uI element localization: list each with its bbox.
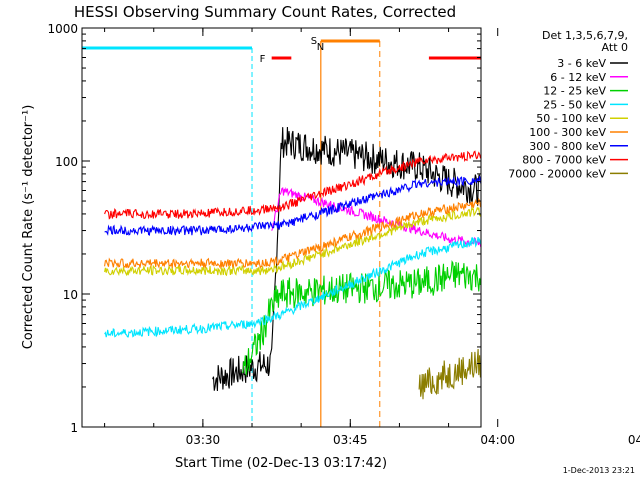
legend-label-5: 100 - 300 keV [529,126,606,139]
legend-title-line-1: Att 0 [602,41,628,54]
x-tick-label-0: 03:30 [186,433,221,447]
plot-frame [81,27,482,428]
y-axis-label: Corrected Count Rate (s⁻¹ detector⁻¹) [21,105,36,350]
chart-title: HESSI Observing Summary Count Rates, Cor… [74,3,456,21]
series-line-7 [104,150,481,220]
footer-date: 1-Dec-2013 23:21 [563,466,635,475]
legend-label-3: 25 - 50 keV [543,98,606,111]
y-tick-label-0: 1 [70,421,78,435]
flag-s-label: S [311,36,317,47]
y-tick-label-1: 10 [63,288,78,302]
flag-n-label: N [317,42,324,53]
x-tick-label-3: 04:15 [628,433,640,447]
flag-f-label: F [260,54,266,65]
series-group [104,126,481,400]
legend-label-0: 3 - 6 keV [557,57,606,70]
legend-label-4: 50 - 100 keV [536,112,606,125]
series-line-2 [241,259,481,376]
legend-title-line-0: Det 1,3,5,6,7,9, [542,29,628,42]
x-tick-label-1: 03:45 [333,433,368,447]
legend-label-8: 7000 - 20000 keV [508,167,606,180]
legend-label-6: 300 - 800 keV [529,140,606,153]
y-tick-label-3: 1000 [47,22,78,36]
x-tick-label-2: 04:00 [480,433,515,447]
legend-label-2: 12 - 25 keV [543,85,606,98]
series-line-3 [104,236,481,338]
series-line-6 [104,175,481,236]
series-line-4 [104,206,481,277]
x-axis-label: Start Time (02-Dec-13 03:17:42) [175,456,387,471]
series-line-5 [104,197,481,270]
series-line-0 [212,126,481,392]
legend-label-7: 800 - 7000 keV [522,154,606,167]
series-line-8 [418,348,481,400]
y-tick-label-2: 100 [55,155,78,169]
legend-label-1: 6 - 12 keV [550,71,606,84]
